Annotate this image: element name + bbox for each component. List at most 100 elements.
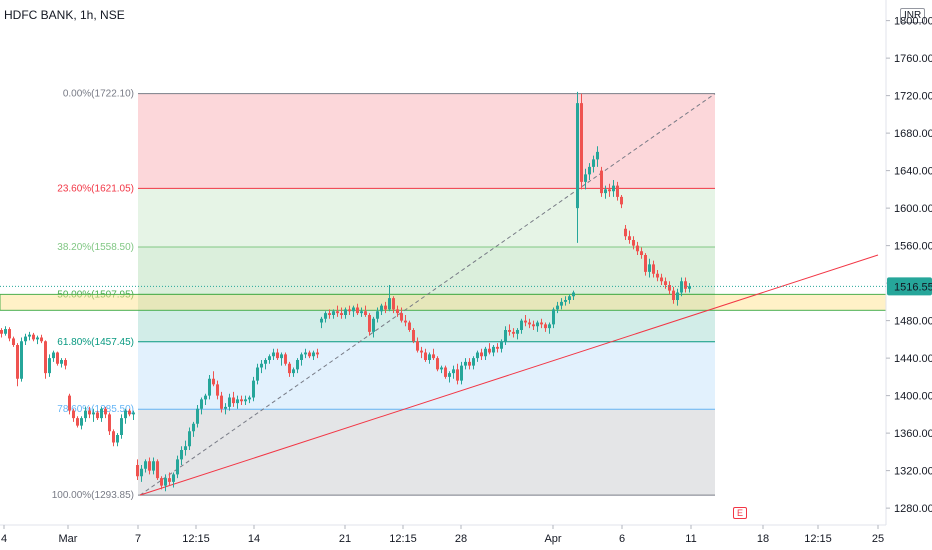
candle-body <box>624 228 627 237</box>
candle <box>480 348 483 360</box>
candle <box>112 429 115 447</box>
candle <box>120 414 123 439</box>
time-tick-label: 4 <box>1 533 7 545</box>
candle <box>380 303 383 315</box>
candle <box>392 296 395 314</box>
candle-body <box>304 352 307 355</box>
candle-body <box>660 277 663 282</box>
candle-body <box>120 418 123 435</box>
candle <box>212 371 215 387</box>
candle-body <box>680 281 683 293</box>
fib-level-label: 61.80%(1457.45) <box>57 337 134 348</box>
candle-body <box>124 410 127 419</box>
candle <box>452 365 455 379</box>
currency-badge[interactable]: INR <box>900 8 926 23</box>
candle <box>660 273 663 285</box>
candle-body <box>16 345 19 379</box>
candle-body <box>0 330 3 334</box>
candle-body <box>104 408 107 415</box>
trendline[interactable] <box>139 254 879 496</box>
candle <box>84 406 87 422</box>
candle-body <box>32 334 35 340</box>
candle <box>160 476 163 490</box>
candle <box>440 365 443 374</box>
candle <box>52 350 55 362</box>
earnings-badge[interactable]: E <box>733 507 748 519</box>
candle <box>616 181 619 201</box>
drawing-lines[interactable] <box>139 93 879 496</box>
candle-body <box>688 286 691 289</box>
price-axis[interactable]: 1280.00 1320.00 1360.00 1400.00 1440.00 1480.… <box>885 0 932 525</box>
candle-body <box>596 151 599 160</box>
candle <box>116 433 119 447</box>
candle-body <box>276 352 279 359</box>
candle <box>260 360 263 374</box>
candle <box>668 281 671 295</box>
candle-body <box>404 320 407 323</box>
last-price-badge[interactable] <box>887 277 932 296</box>
candle-body <box>548 324 551 329</box>
candle-body <box>532 324 535 327</box>
candle-body <box>4 329 7 334</box>
candle <box>556 301 559 314</box>
fib-level-label: 50.00%(1507.95) <box>57 289 134 300</box>
candle <box>316 348 319 359</box>
candle-body <box>136 465 139 477</box>
candle-body <box>160 478 163 486</box>
candle <box>264 358 267 370</box>
candle-body <box>444 367 447 377</box>
candle <box>596 146 599 167</box>
candle <box>180 446 183 465</box>
candle-body <box>616 185 619 197</box>
candle-body <box>192 423 195 432</box>
candle <box>460 361 463 385</box>
candle <box>216 380 219 400</box>
candle <box>680 277 683 297</box>
candle-body <box>88 410 91 415</box>
candle <box>576 91 579 243</box>
candle-body <box>184 446 187 450</box>
time-axis[interactable]: 4 Mar 7 12:15 14 21 12:15 28 Apr 6 11 18 12:15 25 <box>0 524 886 545</box>
candle <box>628 230 631 244</box>
time-tick-label: 28 <box>455 533 467 545</box>
candle-body <box>536 322 539 327</box>
candle-body <box>264 360 267 364</box>
candle-body <box>424 352 427 360</box>
candle-body <box>672 290 675 300</box>
candle-body <box>668 285 671 291</box>
candle-body <box>220 395 223 409</box>
candle-body <box>152 461 155 471</box>
candle-body <box>564 300 567 302</box>
candle-body <box>248 397 251 400</box>
candle <box>644 253 647 276</box>
candle <box>184 440 187 456</box>
candle <box>68 393 71 415</box>
candle-body <box>140 468 143 477</box>
candle-body <box>448 373 451 377</box>
candle <box>552 307 555 329</box>
candle-body <box>300 354 303 360</box>
time-tick-label: Mar <box>59 533 78 545</box>
candle-body <box>132 412 135 415</box>
candle <box>252 376 255 402</box>
candle-body <box>664 281 667 285</box>
candle <box>236 395 239 409</box>
candle <box>148 457 151 475</box>
candle-body <box>392 298 395 310</box>
candle-body <box>64 360 67 366</box>
candle-body <box>252 380 255 398</box>
fib-trend-diagonal[interactable] <box>139 93 716 496</box>
candle-body <box>112 431 115 443</box>
candle <box>404 315 407 327</box>
candle <box>284 352 287 366</box>
candle-body <box>520 320 523 330</box>
candle-body <box>588 166 591 175</box>
candle <box>540 318 543 329</box>
candle <box>412 328 415 344</box>
candle <box>76 416 79 428</box>
fib-level-label: 78.60%(1385.50) <box>57 404 134 415</box>
candle-body <box>168 478 171 482</box>
candle <box>544 322 547 332</box>
candle-body <box>464 361 467 366</box>
